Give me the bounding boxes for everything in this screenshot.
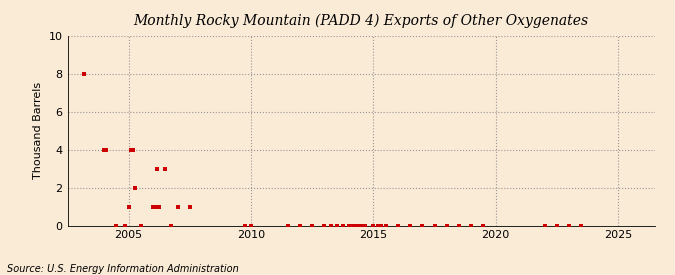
Point (160, 166, 171, 171)
Text: Source: U.S. Energy Information Administration: Source: U.S. Energy Information Administ… (7, 264, 238, 274)
Point (101, 147, 111, 152)
Point (124, 204, 134, 209)
Point (331, 223, 342, 228)
Point (466, 223, 477, 228)
Point (392, 223, 403, 228)
Y-axis label: Thousand Barrels: Thousand Barrels (33, 82, 43, 179)
Point (111, 223, 122, 228)
Point (325, 223, 336, 228)
Point (376, 223, 387, 228)
Point (152, 166, 163, 171)
Point (246, 223, 256, 228)
Point (454, 223, 464, 228)
Point (240, 223, 250, 228)
Point (368, 223, 379, 228)
Point (166, 223, 177, 228)
Point (126, 147, 136, 152)
Point (380, 223, 391, 228)
Point (441, 223, 452, 228)
Point (184, 204, 195, 209)
Point (282, 223, 293, 228)
Point (478, 223, 489, 228)
Point (338, 223, 348, 228)
Title: Monthly Rocky Mountain (PADD 4) Exports of Other Oxygenates: Monthly Rocky Mountain (PADD 4) Exports … (134, 13, 589, 28)
Point (136, 223, 146, 228)
Point (128, 147, 138, 152)
Point (576, 223, 587, 228)
Point (356, 223, 367, 228)
Point (539, 223, 550, 228)
Point (372, 223, 383, 228)
Point (551, 223, 562, 228)
Point (154, 204, 165, 209)
Point (99, 147, 109, 152)
Point (417, 223, 428, 228)
Point (344, 223, 354, 228)
Point (348, 223, 358, 228)
Point (78, 72, 89, 76)
Point (564, 223, 574, 228)
Point (172, 204, 183, 209)
Point (150, 204, 161, 209)
Point (404, 223, 415, 228)
Point (319, 223, 330, 228)
Point (352, 223, 362, 228)
Point (306, 223, 317, 228)
Point (294, 223, 305, 228)
Point (130, 185, 140, 190)
Point (119, 223, 130, 228)
Point (148, 204, 159, 209)
Point (360, 223, 371, 228)
Point (429, 223, 440, 228)
